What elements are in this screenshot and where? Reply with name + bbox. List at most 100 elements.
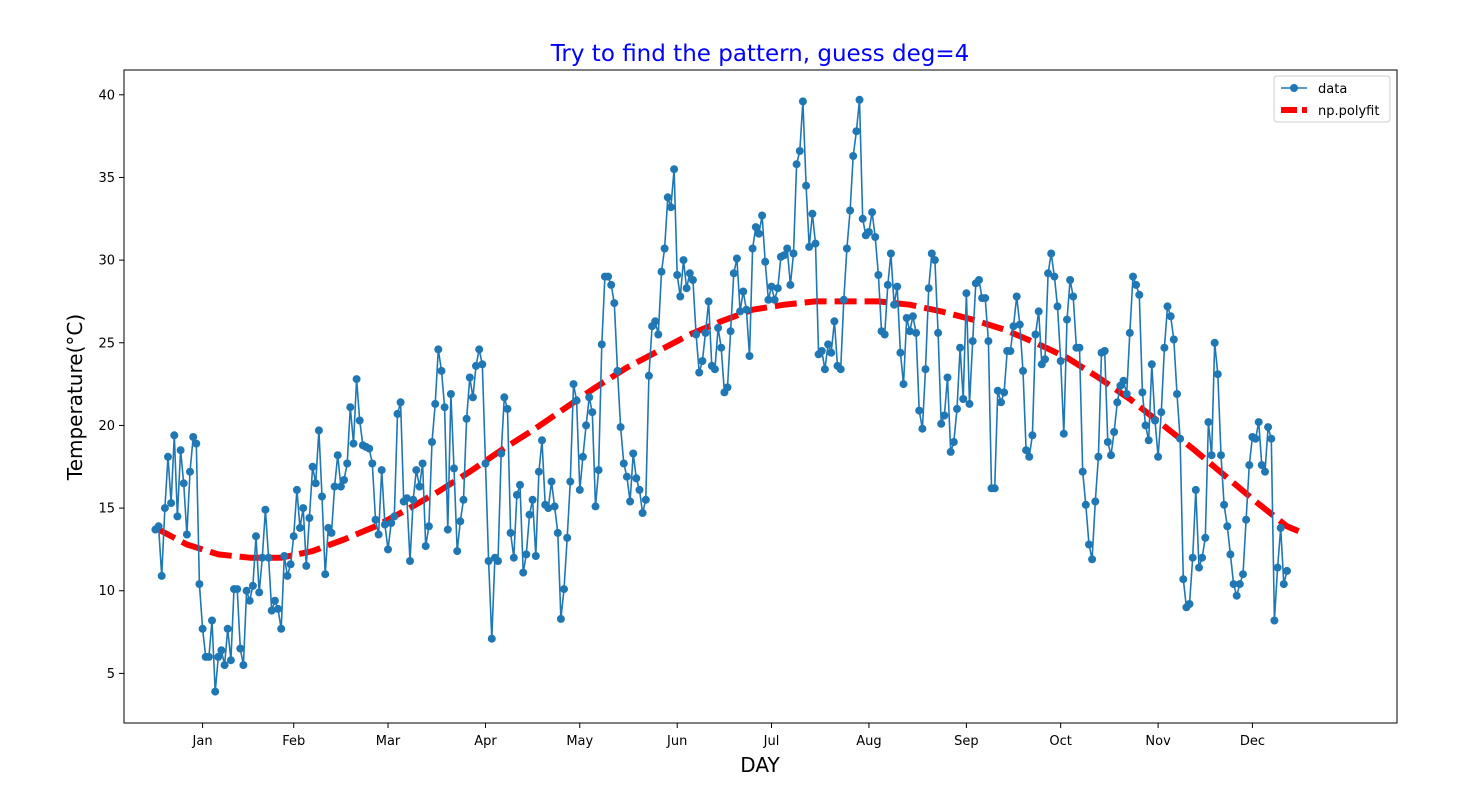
data-point — [340, 476, 348, 484]
data-point — [692, 330, 701, 339]
data-point — [594, 466, 603, 475]
data-point — [780, 251, 789, 260]
data-point — [387, 519, 396, 527]
data-point — [770, 295, 779, 304]
y-tick-label: 15 — [98, 502, 115, 517]
data-point — [597, 340, 606, 349]
data-point — [176, 446, 185, 455]
data-point — [1122, 390, 1131, 398]
y-tick-label: 10 — [98, 584, 115, 599]
x-tick-label: Jan — [192, 734, 213, 749]
data-point — [921, 365, 930, 374]
data-point — [186, 467, 194, 476]
data-point — [434, 345, 443, 354]
x-tick-label: Sep — [954, 734, 979, 749]
data-point — [729, 269, 738, 278]
x-axis-ticks: Jan Feb Mar Apr May Jun Jul Aug Sep Oct Nov Dec — [192, 723, 1265, 749]
data-point — [830, 317, 839, 326]
data-point — [572, 396, 581, 405]
x-axis-label: DAY — [740, 753, 780, 777]
data-point — [204, 652, 213, 661]
data-point — [591, 502, 600, 511]
data-point — [736, 307, 745, 316]
data-point — [575, 485, 584, 494]
data-point — [154, 522, 163, 531]
data-point — [1204, 418, 1213, 427]
data-point — [327, 528, 336, 537]
data-point — [566, 477, 575, 486]
data-point — [1044, 269, 1053, 278]
data-point — [908, 312, 917, 321]
data-point — [613, 366, 622, 375]
data-point — [1179, 575, 1188, 584]
data-point — [874, 271, 883, 279]
data-point — [274, 604, 282, 613]
data-point — [179, 479, 188, 488]
plot-frame — [123, 69, 1398, 724]
data-point — [616, 423, 625, 432]
data-point — [195, 580, 204, 589]
data-point — [1047, 249, 1056, 258]
data-point — [975, 276, 983, 284]
data-point — [393, 409, 402, 418]
data-point — [431, 399, 440, 408]
data-point — [666, 203, 675, 212]
data-point — [1147, 360, 1156, 369]
data-point — [296, 523, 304, 532]
data-point — [1276, 523, 1285, 532]
data-point — [619, 459, 628, 468]
data-point — [1012, 292, 1021, 301]
data-point — [1166, 312, 1175, 321]
data-point — [839, 295, 848, 304]
data-point — [871, 233, 880, 241]
x-tick-label: Dec — [1240, 734, 1265, 749]
data-point — [402, 494, 411, 503]
x-tick-label: Aug — [856, 734, 881, 749]
data-point — [1220, 500, 1229, 509]
data-point — [786, 280, 795, 289]
data-point — [522, 550, 531, 559]
data-point — [164, 452, 172, 461]
x-tick-label: Apr — [474, 734, 497, 749]
data-point — [538, 436, 546, 445]
data-point — [223, 624, 232, 633]
data-point — [182, 530, 191, 539]
data-point — [1283, 566, 1291, 575]
x-tick-label: Mar — [376, 734, 401, 749]
data-point — [761, 257, 770, 266]
y-tick-label: 20 — [98, 419, 115, 434]
data-point — [305, 514, 314, 522]
data-point — [1009, 322, 1018, 331]
y-tick-label: 40 — [98, 88, 115, 103]
data-point — [1257, 461, 1266, 470]
data-point — [217, 646, 226, 655]
data-point — [767, 282, 776, 291]
data-point — [302, 561, 311, 570]
data-point — [437, 366, 446, 375]
data-point — [1119, 376, 1128, 385]
data-point — [754, 229, 763, 238]
data-point — [745, 352, 754, 360]
data-point — [264, 553, 273, 562]
data-point — [308, 462, 317, 471]
data-point — [506, 528, 515, 537]
data-point — [1081, 500, 1090, 509]
data-point — [1059, 429, 1068, 438]
data-point — [220, 661, 229, 670]
data-point — [330, 482, 339, 491]
data-point — [1034, 307, 1043, 316]
data-point — [365, 444, 374, 453]
data-point — [519, 568, 528, 577]
chart-title: Try to find the pattern, guess deg=4 — [550, 41, 969, 67]
data-point — [1088, 555, 1097, 564]
data-point — [773, 284, 782, 293]
data-point — [421, 542, 430, 551]
data-point — [1267, 434, 1276, 443]
data-point — [214, 652, 223, 661]
data-point — [277, 624, 286, 633]
data-point — [1135, 290, 1144, 299]
data-point — [1025, 452, 1034, 461]
data-point — [663, 193, 672, 202]
data-point — [657, 267, 666, 276]
data-point — [855, 95, 864, 104]
